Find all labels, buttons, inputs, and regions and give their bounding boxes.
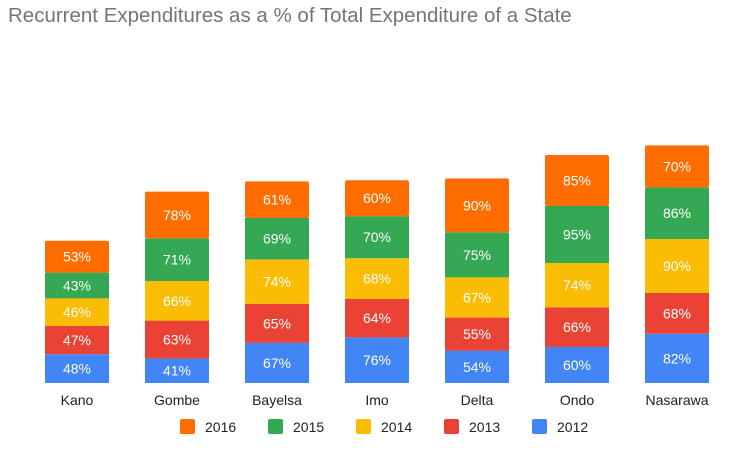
data-label-kano-2015: 43% [63,278,91,294]
bar-imo-2016 [345,180,409,217]
data-label-bayelsa-2016: 61% [263,192,291,208]
data-label-kano-2012: 48% [63,361,91,377]
bar-ondo-2013 [545,307,609,347]
bar-delta-2014 [445,277,509,318]
bar-imo-2015 [345,216,409,259]
data-label-delta-2016: 90% [463,197,491,213]
bar-bayelsa-2012 [245,342,309,383]
data-label-imo-2012: 76% [363,352,391,368]
data-label-delta-2012: 54% [463,359,491,375]
bar-nasarawa-2016 [645,145,709,188]
data-label-ondo-2013: 66% [563,319,591,335]
bar-imo-2012 [345,337,409,383]
data-label-gombe-2016: 78% [163,207,191,223]
legend-swatch-2016 [180,419,195,434]
bar-ondo-2016 [545,155,609,206]
bar-delta-2013 [445,317,509,351]
data-label-imo-2014: 68% [363,271,391,287]
data-label-nasarawa-2014: 90% [663,258,691,274]
bar-delta-2015 [445,232,509,278]
data-label-gombe-2013: 63% [163,332,191,348]
bar-kano-2015 [45,272,109,299]
legend-label-2014: 2014 [381,419,412,435]
bar-gombe-2014 [145,281,209,321]
bar-bayelsa-2014 [245,259,309,304]
data-label-imo-2013: 64% [363,310,391,326]
data-label-nasarawa-2012: 82% [663,350,691,366]
data-label-delta-2014: 67% [463,290,491,306]
data-label-kano-2014: 46% [63,304,91,320]
data-label-nasarawa-2016: 70% [663,158,691,174]
data-label-gombe-2012: 41% [163,363,191,379]
x-tick-label-delta: Delta [461,392,494,408]
data-label-bayelsa-2015: 69% [263,231,291,247]
bar-kano-2014 [45,298,109,326]
data-label-nasarawa-2015: 86% [663,205,691,221]
bar-gombe-2013 [145,320,209,359]
chart-title: Recurrent Expenditures as a % of Total E… [8,4,572,27]
bar-kano-2012 [45,354,109,383]
bar-kano-2016 [45,240,109,273]
x-tick-label-ondo: Ondo [560,392,594,408]
bar-bayelsa-2016 [245,181,309,218]
bar-imo-2013 [345,299,409,338]
legend-label-2013: 2013 [469,419,500,435]
legend-swatch-2012 [532,419,547,434]
data-label-gombe-2015: 71% [163,252,191,268]
data-label-nasarawa-2013: 68% [663,305,691,321]
data-label-kano-2013: 47% [63,332,91,348]
bar-delta-2016 [445,178,509,233]
x-tick-label-nasarawa: Nasarawa [645,392,708,408]
data-label-delta-2015: 75% [463,247,491,263]
legend-label-2012: 2012 [557,419,588,435]
data-label-bayelsa-2014: 74% [263,274,291,290]
legend-swatch-2015 [268,419,283,434]
bar-nasarawa-2015 [645,187,709,239]
data-label-gombe-2014: 66% [163,293,191,309]
data-label-ondo-2014: 74% [563,277,591,293]
bar-gombe-2016 [145,191,209,239]
x-tick-label-imo: Imo [365,392,389,408]
data-label-imo-2015: 70% [363,229,391,245]
data-label-ondo-2015: 95% [563,227,591,243]
bar-gombe-2015 [145,238,209,281]
x-tick-label-gombe: Gombe [154,392,200,408]
bar-imo-2014 [345,258,409,299]
bar-nasarawa-2013 [645,293,709,334]
data-label-kano-2016: 53% [63,249,91,265]
bar-nasarawa-2012 [645,333,709,383]
x-tick-label-bayelsa: Bayelsa [252,392,302,408]
legend-swatch-2014 [356,419,371,434]
legend-label-2016: 2016 [205,419,236,435]
bar-ondo-2012 [545,347,609,383]
legend-label-2015: 2015 [293,419,324,435]
bar-nasarawa-2014 [645,239,709,293]
data-label-bayelsa-2012: 67% [263,355,291,371]
data-label-ondo-2012: 60% [563,357,591,373]
bar-gombe-2012 [145,358,209,383]
x-tick-label-kano: Kano [61,392,94,408]
bar-kano-2013 [45,326,109,355]
data-label-bayelsa-2013: 65% [263,315,291,331]
bar-delta-2012 [445,350,509,383]
data-label-ondo-2016: 85% [563,173,591,189]
bar-ondo-2015 [545,206,609,263]
data-label-delta-2013: 55% [463,326,491,342]
legend-swatch-2013 [444,419,459,434]
bar-bayelsa-2013 [245,303,309,343]
bar-ondo-2014 [545,263,609,308]
bar-bayelsa-2015 [245,218,309,260]
data-label-imo-2016: 60% [363,190,391,206]
